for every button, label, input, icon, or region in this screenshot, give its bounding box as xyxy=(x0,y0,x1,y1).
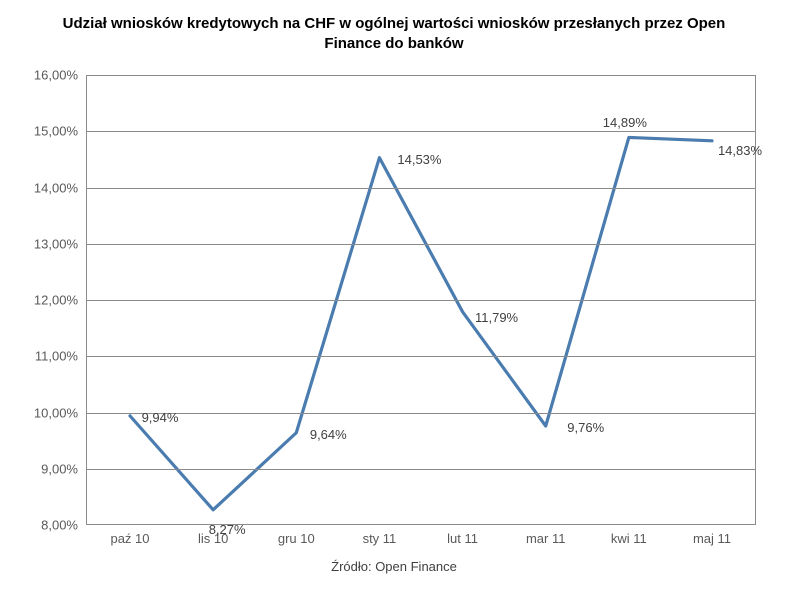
x-axis-tick-label: mar 11 xyxy=(526,525,566,546)
plot-area: 8,00%9,00%10,00%11,00%12,00%13,00%14,00%… xyxy=(86,75,756,525)
y-axis-tick-label: 12,00% xyxy=(34,293,86,308)
data-point-label: 14,53% xyxy=(397,152,441,167)
y-axis-tick-label: 9,00% xyxy=(41,461,86,476)
gridline xyxy=(86,356,756,357)
gridline xyxy=(86,300,756,301)
gridline xyxy=(86,413,756,414)
x-axis-tick-label: lut 11 xyxy=(447,525,478,546)
x-axis-tick-label: gru 10 xyxy=(278,525,315,546)
y-axis-tick-label: 14,00% xyxy=(34,180,86,195)
gridline xyxy=(86,188,756,189)
data-point-label: 9,64% xyxy=(310,427,347,442)
data-point-label: 9,94% xyxy=(142,410,179,425)
gridline xyxy=(86,469,756,470)
y-axis-tick-label: 8,00% xyxy=(41,518,86,533)
chart-container: { "chart": { "type": "line", "title": "U… xyxy=(0,0,788,600)
chart-source: Źródło: Open Finance xyxy=(0,559,788,574)
gridline xyxy=(86,75,756,76)
y-axis-tick-label: 15,00% xyxy=(34,124,86,139)
gridline xyxy=(86,131,756,132)
data-point-label: 14,89% xyxy=(603,115,647,130)
line-path xyxy=(130,137,712,509)
x-axis-tick-label: sty 11 xyxy=(363,525,397,546)
chart-title: Udział wniosków kredytowych na CHF w ogó… xyxy=(0,0,788,61)
data-point-label: 11,79% xyxy=(475,310,518,325)
y-axis-tick-label: 10,00% xyxy=(34,405,86,420)
y-axis-tick-label: 11,00% xyxy=(35,349,86,364)
data-point-label: 8,27% xyxy=(209,522,246,537)
gridline xyxy=(86,244,756,245)
x-axis-tick-label: maj 11 xyxy=(693,525,731,546)
y-axis-tick-label: 13,00% xyxy=(34,236,86,251)
data-point-label: 14,83% xyxy=(718,143,762,158)
x-axis-tick-label: kwi 11 xyxy=(611,525,647,546)
x-axis-tick-label: paź 10 xyxy=(110,525,149,546)
y-axis-tick-label: 16,00% xyxy=(34,68,86,83)
data-point-label: 9,76% xyxy=(567,420,604,435)
